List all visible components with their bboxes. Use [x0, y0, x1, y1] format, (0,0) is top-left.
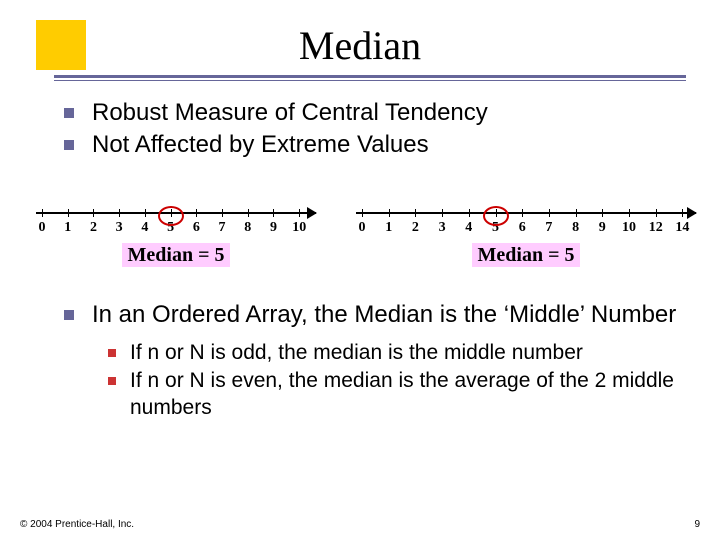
tick-label: 7	[219, 220, 226, 236]
tick-label: 2	[90, 220, 97, 236]
tick-label: 0	[359, 220, 366, 236]
tick-label: 6	[193, 220, 200, 236]
tick	[68, 209, 69, 217]
tick-label: 8	[572, 220, 579, 236]
arrowhead-icon	[307, 207, 317, 219]
tick	[248, 209, 249, 217]
axis: 0123456789101214	[356, 212, 696, 214]
tick	[299, 209, 300, 217]
copyright: © 2004 Prentice-Hall, Inc.	[20, 519, 134, 530]
bullet-text: Not Affected by Extreme Values	[92, 130, 429, 160]
bullet-level1: Robust Measure of Central Tendency	[64, 98, 684, 128]
title-rule-thin	[54, 80, 686, 81]
bullet-text: Robust Measure of Central Tendency	[92, 98, 488, 128]
tick-label: 10	[622, 220, 636, 236]
tick-label: 5	[167, 220, 174, 236]
numberline-right: 0123456789101214 Median = 5	[356, 190, 696, 267]
tick-label: 6	[519, 220, 526, 236]
tick	[576, 209, 577, 217]
bullet-text: If n or N is odd, the median is the midd…	[130, 340, 583, 366]
tick	[442, 209, 443, 217]
tick	[145, 209, 146, 217]
tick	[415, 209, 416, 217]
tick	[389, 209, 390, 217]
tick	[629, 209, 630, 217]
median-label-left: Median = 5	[36, 244, 316, 267]
tick	[93, 209, 94, 217]
tick	[602, 209, 603, 217]
tick-label: 2	[412, 220, 419, 236]
tick-label: 12	[649, 220, 663, 236]
tick-label: 3	[116, 220, 123, 236]
tick	[522, 209, 523, 217]
tick-label: 0	[39, 220, 46, 236]
slide-title: Median	[0, 22, 720, 69]
tick	[196, 209, 197, 217]
tick-label: 1	[64, 220, 71, 236]
tick	[273, 209, 274, 217]
bullet-text: If n or N is even, the median is the ave…	[130, 368, 694, 421]
bullet-level2: If n or N is odd, the median is the midd…	[108, 340, 694, 366]
tick	[496, 209, 497, 217]
bullet-text: In an Ordered Array, the Median is the ‘…	[92, 300, 676, 330]
bullet-icon	[64, 310, 74, 320]
page-number: 9	[694, 519, 700, 530]
tick-label: 5	[492, 220, 499, 236]
tick	[119, 209, 120, 217]
median-label-right: Median = 5	[356, 244, 696, 267]
tick-label: 9	[599, 220, 606, 236]
bullet-icon	[108, 377, 116, 385]
tick-label: 8	[244, 220, 251, 236]
tick	[42, 209, 43, 217]
tick	[469, 209, 470, 217]
title-rule	[54, 75, 686, 78]
bullet-icon	[108, 349, 116, 357]
tick-label: 4	[465, 220, 472, 236]
tick	[222, 209, 223, 217]
tick-label: 7	[545, 220, 552, 236]
median-label-text: Median = 5	[472, 243, 581, 267]
tick	[682, 209, 683, 217]
tick	[171, 209, 172, 217]
figure-row: 012345678910 Median = 5 0123456789101214…	[36, 190, 696, 267]
tick-label: 4	[141, 220, 148, 236]
bullet-level1: Not Affected by Extreme Values	[64, 130, 684, 160]
median-label-text: Median = 5	[122, 243, 231, 267]
tick	[362, 209, 363, 217]
tick-label: 9	[270, 220, 277, 236]
bullet-icon	[64, 140, 74, 150]
bullet-level1: In an Ordered Array, the Median is the ‘…	[64, 300, 694, 330]
tick-label: 3	[439, 220, 446, 236]
bullet-icon	[64, 108, 74, 118]
numberline-left: 012345678910 Median = 5	[36, 190, 316, 267]
bullet-level2: If n or N is even, the median is the ave…	[108, 368, 694, 421]
tick-label: 14	[675, 220, 689, 236]
tick-label: 10	[292, 220, 306, 236]
top-bullets: Robust Measure of Central Tendency Not A…	[64, 98, 684, 162]
axis: 012345678910	[36, 212, 316, 214]
tick	[656, 209, 657, 217]
tick-label: 1	[385, 220, 392, 236]
lower-bullets: In an Ordered Array, the Median is the ‘…	[64, 300, 694, 423]
tick	[549, 209, 550, 217]
arrowhead-icon	[687, 207, 697, 219]
